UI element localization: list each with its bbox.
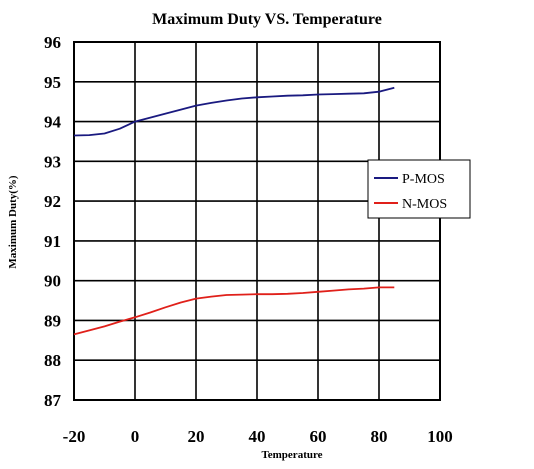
legend-box xyxy=(367,159,471,219)
series-line-p-mos xyxy=(73,86,395,137)
x-tick-label: 20 xyxy=(188,427,205,446)
y-tick-label: 96 xyxy=(44,33,61,52)
x-tick-label: -20 xyxy=(63,427,86,446)
legend-label-pmos: P-MOS xyxy=(402,172,445,187)
y-axis-label: Maximum Duty(%) xyxy=(7,175,19,269)
chart-title: Maximum Duty VS. Temperature xyxy=(152,11,382,28)
legend-label-nmos: N-MOS xyxy=(402,197,447,212)
y-tick-label: 94 xyxy=(44,113,62,132)
gridlines xyxy=(73,41,441,401)
x-tick-label: 100 xyxy=(427,427,453,446)
y-axis-ticks: 87 88 89 90 91 92 93 94 95 96 xyxy=(44,33,62,410)
x-tick-label: 80 xyxy=(371,427,388,446)
y-tick-label: 93 xyxy=(44,152,61,171)
x-axis-ticks: -20 0 20 40 60 80 100 xyxy=(63,427,453,446)
y-tick-label: 87 xyxy=(44,391,62,410)
legend: P-MOS N-MOS xyxy=(367,159,471,219)
y-tick-label: 92 xyxy=(44,192,61,211)
y-tick-label: 89 xyxy=(44,311,61,330)
x-tick-label: 60 xyxy=(310,427,327,446)
y-tick-label: 90 xyxy=(44,272,61,291)
plot-area-border xyxy=(73,41,441,401)
y-tick-label: 88 xyxy=(44,351,61,370)
series-line-n-mos xyxy=(73,286,395,336)
x-axis-label: Temperature xyxy=(261,449,322,461)
x-tick-label: 0 xyxy=(131,427,140,446)
y-tick-label: 91 xyxy=(44,232,61,251)
series-lines xyxy=(73,86,395,336)
x-tick-label: 40 xyxy=(249,427,266,446)
y-tick-label: 95 xyxy=(44,73,61,92)
